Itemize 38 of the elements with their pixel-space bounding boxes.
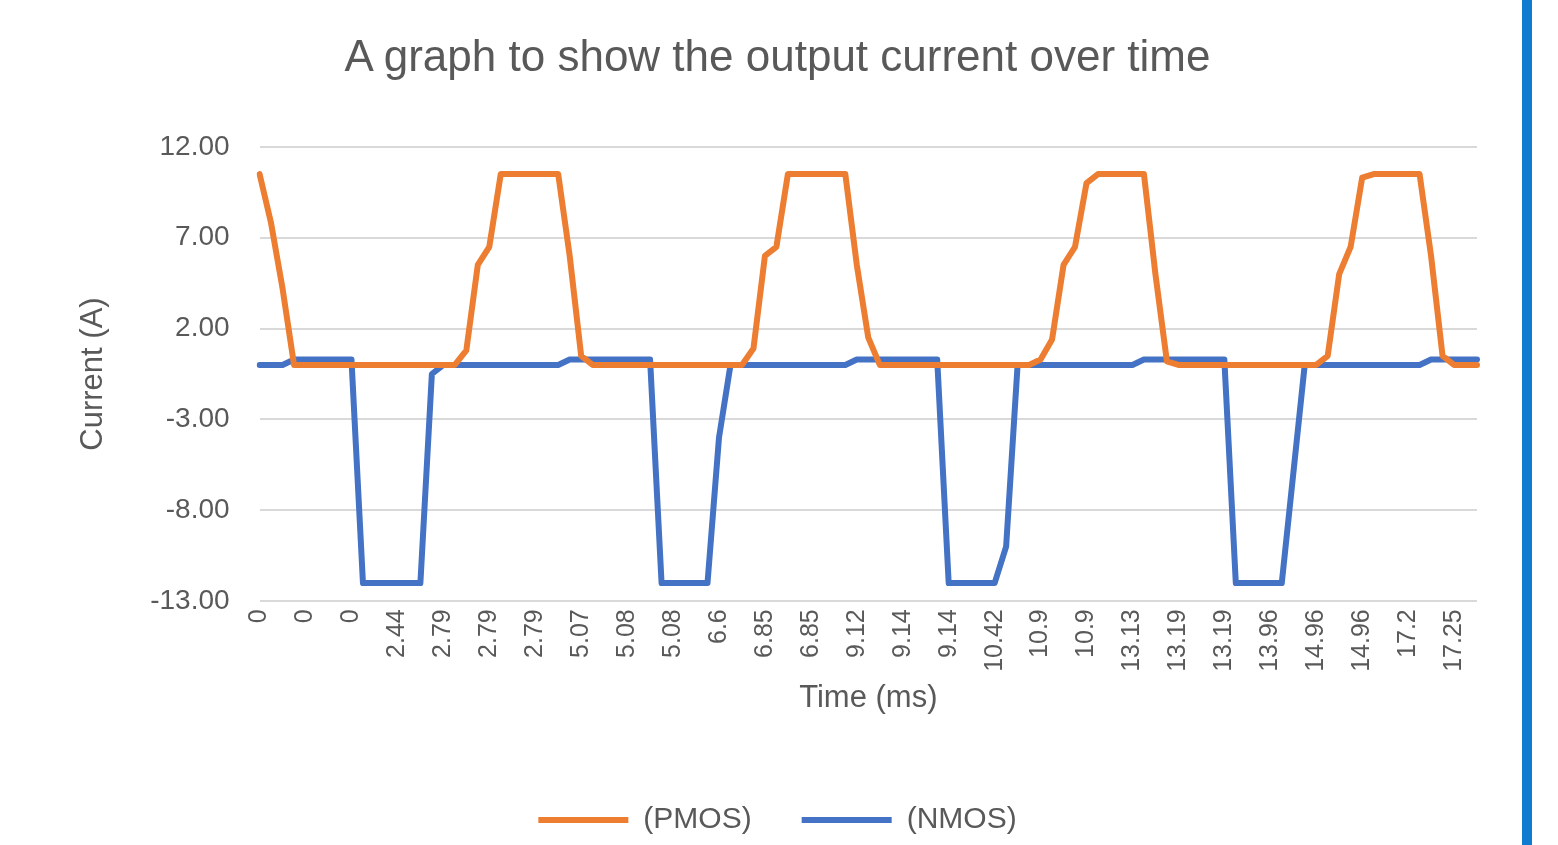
x-tick-label: 9.12 — [840, 609, 869, 658]
x-tick-label: 10.42 — [978, 609, 1007, 672]
x-tick-label: 0 — [289, 609, 318, 624]
legend-label: (PMOS) — [643, 801, 752, 835]
x-tick-label: 2.79 — [519, 609, 548, 658]
x-tick-label: 13.13 — [1116, 609, 1145, 672]
x-tick-label: 6.6 — [702, 609, 731, 644]
y-tick-label: -8.00 — [165, 493, 230, 525]
x-tick-label: 2.79 — [473, 609, 502, 658]
x-tick-label: 14.96 — [1346, 609, 1375, 672]
y-tick-label: 2.00 — [175, 311, 230, 343]
x-tick-label: 5.08 — [611, 609, 639, 658]
x-tick-label: 17.2 — [1391, 609, 1420, 658]
y-tick-label: -3.00 — [165, 402, 230, 434]
x-tick-label: 6.85 — [748, 609, 777, 658]
x-tick-label: 5.08 — [656, 609, 685, 658]
x-tick-label: 17.25 — [1437, 609, 1466, 672]
x-tick-label: 0 — [335, 609, 364, 624]
x-axis-title: Time (ms) — [799, 678, 938, 714]
x-tick-label: 13.96 — [1254, 609, 1283, 672]
x-tick-label: 5.07 — [565, 609, 594, 658]
x-tick-label: 10.9 — [1024, 609, 1053, 658]
x-tick-label: 0 — [243, 609, 272, 624]
x-tick-label: 9.14 — [932, 609, 961, 658]
chart-title: A graph to show the output current over time — [344, 30, 1211, 80]
y-tick-label: -13.00 — [150, 583, 230, 615]
x-tick-label: 14.96 — [1300, 609, 1329, 672]
y-tick-label: 7.00 — [175, 220, 230, 252]
y-axis-title: Current (A) — [74, 297, 110, 451]
x-tick-label: 2.44 — [381, 609, 410, 658]
x-tick-label: 10.9 — [1070, 609, 1099, 658]
y-tick-label: 12.00 — [159, 129, 230, 161]
x-tick-label: 13.19 — [1208, 609, 1237, 672]
x-tick-label: 9.14 — [886, 609, 915, 658]
x-tick-label: 6.85 — [794, 609, 823, 658]
legend-label: (NMOS) — [906, 801, 1017, 835]
x-tick-label: 13.19 — [1162, 609, 1191, 672]
x-tick-label: 2.79 — [427, 609, 456, 658]
